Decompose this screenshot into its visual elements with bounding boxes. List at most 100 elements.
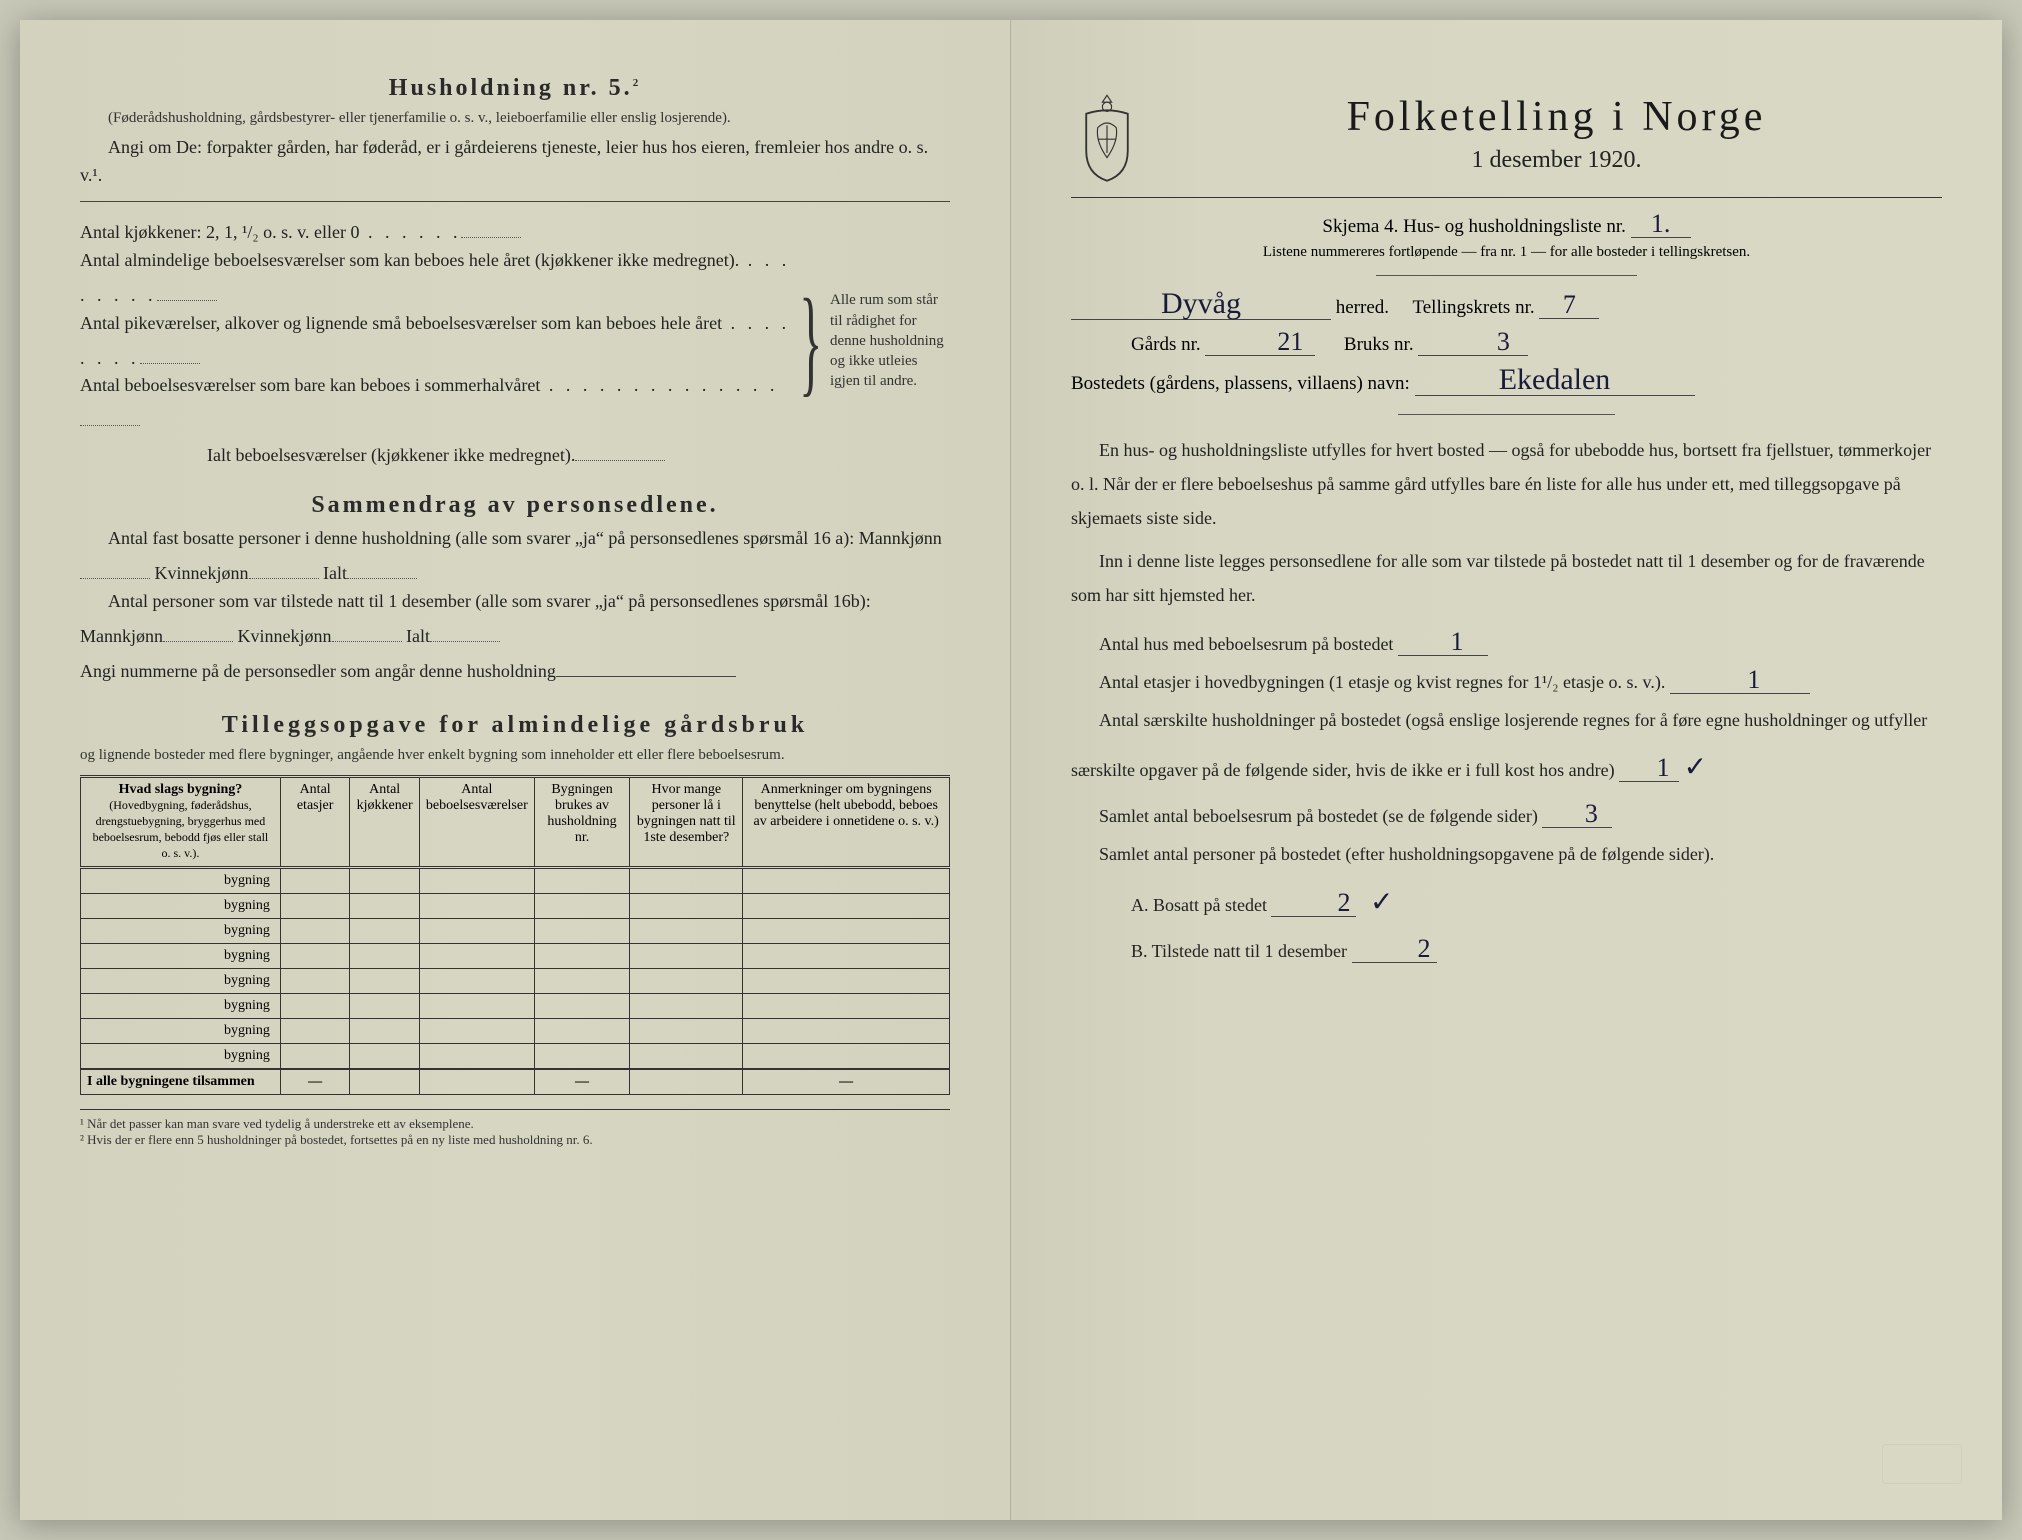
gard-value: 21 [1205, 330, 1315, 356]
q-sommer: Antal beboelsesværelser som bare kan beb… [80, 372, 792, 435]
coat-of-arms-icon [1071, 93, 1143, 183]
row-label: bygning [81, 893, 281, 918]
summary-p3: Angi nummerne på de personsedler som ang… [80, 651, 950, 686]
p1-text: Antal fast bosatte personer i denne hush… [108, 528, 942, 548]
qB-text: B. Tilstede natt til 1 desember [1131, 941, 1347, 961]
row-label: bygning [81, 918, 281, 943]
summary-p2: Antal personer som var tilstede natt til… [80, 588, 950, 651]
rooms-block: Antal kjøkkener: 2, 1, ¹/₂ o. s. v. elle… [80, 212, 950, 470]
q-ialt: Ialt beboelsesværelser (kjøkkener ikke m… [80, 435, 792, 470]
kvinne-lbl: Kvinnekjønn [155, 563, 249, 583]
qB-row: B. Tilstede natt til 1 desember 2 [1071, 933, 1942, 971]
q-pike-text: Antal pikeværelser, alkover og lignende … [80, 313, 722, 333]
household-5-heading: Husholdning nr. 5.2 [80, 75, 950, 102]
th-remarks: Anmerkninger om bygningens benyttelse (h… [743, 776, 950, 867]
q3-check-icon: ✓ [1684, 752, 1707, 783]
th-persons-night: Hvor mange personer lå i bygningen natt … [630, 776, 743, 867]
footnotes: ¹ Når det passer kan man svare ved tydel… [80, 1109, 950, 1148]
para-1: En hus- og husholdningsliste utfylles fo… [1071, 433, 1942, 536]
main-title: Folketelling i Norge [1171, 93, 1942, 141]
table-row: bygning [81, 867, 950, 893]
row-label: bygning [81, 943, 281, 968]
herred-value: Dyvåg [1071, 290, 1331, 320]
herred-row: Dyvåg herred. Tellingskrets nr. 7 [1071, 290, 1942, 320]
q3-value: 1 [1619, 756, 1679, 782]
gard-row: Gårds nr. 21 Bruks nr. 3 [1071, 330, 1942, 356]
qA-row: A. Bosatt på stedet 2 ✓ [1071, 874, 1942, 933]
krets-value: 7 [1539, 293, 1599, 319]
q-kjokken-text: Antal kjøkkener: 2, 1, ¹/₂ o. s. v. elle… [80, 222, 359, 242]
th-used-by: Bygningen brukes av husholdning nr. [534, 776, 630, 867]
q-sommer-text: Antal beboelsesværelser som bare kan beb… [80, 375, 540, 395]
rule-3 [1398, 414, 1616, 415]
table-body: bygning bygning bygning bygning bygning … [81, 867, 950, 1094]
q-pike: Antal pikeværelser, alkover og lignende … [80, 310, 792, 373]
rule-2 [1376, 275, 1637, 276]
brace-caption: Alle rum som står til rådighet for denne… [830, 290, 950, 391]
right-page: Folketelling i Norge 1 desember 1920. Sk… [1011, 20, 2002, 1520]
table-row: bygning [81, 1018, 950, 1043]
ialt-lbl-1: Ialt [323, 563, 347, 583]
q3-row: Antal særskilte husholdninger på bostede… [1071, 702, 1942, 799]
addendum-sub: og lignende bosteder med flere bygninger… [80, 745, 950, 765]
th1-sub: (Hovedbygning, føderådshus, drengstuebyg… [93, 798, 269, 860]
skjema-text: Skjema 4. Hus- og husholdningsliste nr. [1322, 216, 1625, 237]
q1-value: 1 [1398, 630, 1488, 656]
header-row: Folketelling i Norge 1 desember 1920. [1071, 93, 1942, 183]
bruk-label: Bruks nr. [1344, 334, 1414, 355]
printer-stamp-icon [1882, 1444, 1962, 1484]
bosted-value: Ekedalen [1415, 366, 1695, 396]
row-label: bygning [81, 993, 281, 1018]
rule-1 [1071, 197, 1942, 198]
th-floors: Antal etasjer [280, 776, 350, 867]
title-block: Folketelling i Norge 1 desember 1920. [1171, 93, 1942, 174]
q-kjokken: Antal kjøkkener: 2, 1, ¹/₂ o. s. v. elle… [80, 212, 792, 247]
summary-p1: Antal fast bosatte personer i denne hush… [80, 525, 950, 588]
addendum-heading: Tilleggsopgave for almindelige gårdsbruk [80, 712, 950, 739]
q2-value: 1 [1670, 668, 1810, 694]
heading-sup: 2 [633, 77, 642, 89]
q1-text: Antal hus med beboelsesrum på bostedet [1099, 634, 1393, 654]
row-label: bygning [81, 968, 281, 993]
building-table: Hvad slags bygning? (Hovedbygning, føder… [80, 775, 950, 1095]
th-rooms: Antal beboelsesværelser [419, 776, 534, 867]
footnote-2: ² Hvis der er flere enn 5 husholdninger … [80, 1132, 950, 1148]
table-row: bygning [81, 943, 950, 968]
qB-value: 2 [1352, 937, 1437, 963]
table-row: bygning [81, 968, 950, 993]
listene-note: Listene nummereres fortløpende — fra nr.… [1071, 244, 1942, 261]
q-alm: Antal almindelige beboelsesværelser som … [80, 247, 792, 310]
herred-label: herred. [1336, 297, 1389, 318]
row-label: bygning [81, 1043, 281, 1069]
sum-label: I alle bygningene tilsammen [81, 1069, 281, 1095]
heading-text: Husholdning nr. 5. [389, 75, 633, 101]
q-ialt-text: Ialt beboelsesværelser (kjøkkener ikke m… [207, 445, 575, 465]
krets-label: Tellingskrets nr. [1412, 297, 1534, 318]
row-label: bygning [81, 1018, 281, 1043]
left-page: Husholdning nr. 5.2 (Føderådshusholdning… [20, 20, 1011, 1520]
qA-text: A. Bosatt på stedet [1131, 895, 1267, 915]
brace-icon: } [800, 286, 823, 396]
table-row: bygning [81, 993, 950, 1018]
q3-text: Antal særskilte husholdninger på bostede… [1071, 710, 1927, 781]
subnote-1: (Føderådshusholdning, gårdsbestyrer- ell… [80, 108, 950, 128]
q2-text: Antal etasjer i hovedbygningen (1 etasje… [1099, 672, 1665, 692]
gard-label: Gårds nr. [1131, 334, 1201, 355]
summary-heading: Sammendrag av personsedlene. [80, 492, 950, 519]
q4-value: 3 [1542, 802, 1612, 828]
liste-nr-value: 1. [1631, 212, 1691, 238]
table-row: bygning [81, 893, 950, 918]
table-row: bygning [81, 1043, 950, 1069]
q4-row: Samlet antal beboelsesrum på bostedet (s… [1071, 798, 1942, 836]
row-label: bygning [81, 867, 281, 893]
q-alm-text: Antal almindelige beboelsesværelser som … [80, 250, 739, 270]
th-type: Hvad slags bygning? (Hovedbygning, føder… [81, 776, 281, 867]
ialt-lbl-2: Ialt [406, 626, 430, 646]
p3-text: Angi nummerne på de personsedler som ang… [80, 661, 556, 681]
table-row: bygning [81, 918, 950, 943]
document-spread: Husholdning nr. 5.2 (Føderådshusholdning… [20, 20, 2002, 1520]
subtitle-date: 1 desember 1920. [1171, 147, 1942, 174]
para-2: Inn i denne liste legges personsedlene f… [1071, 544, 1942, 612]
bosted-row: Bostedets (gårdens, plassens, villaens) … [1071, 366, 1942, 396]
qA-value: 2 [1271, 891, 1356, 917]
